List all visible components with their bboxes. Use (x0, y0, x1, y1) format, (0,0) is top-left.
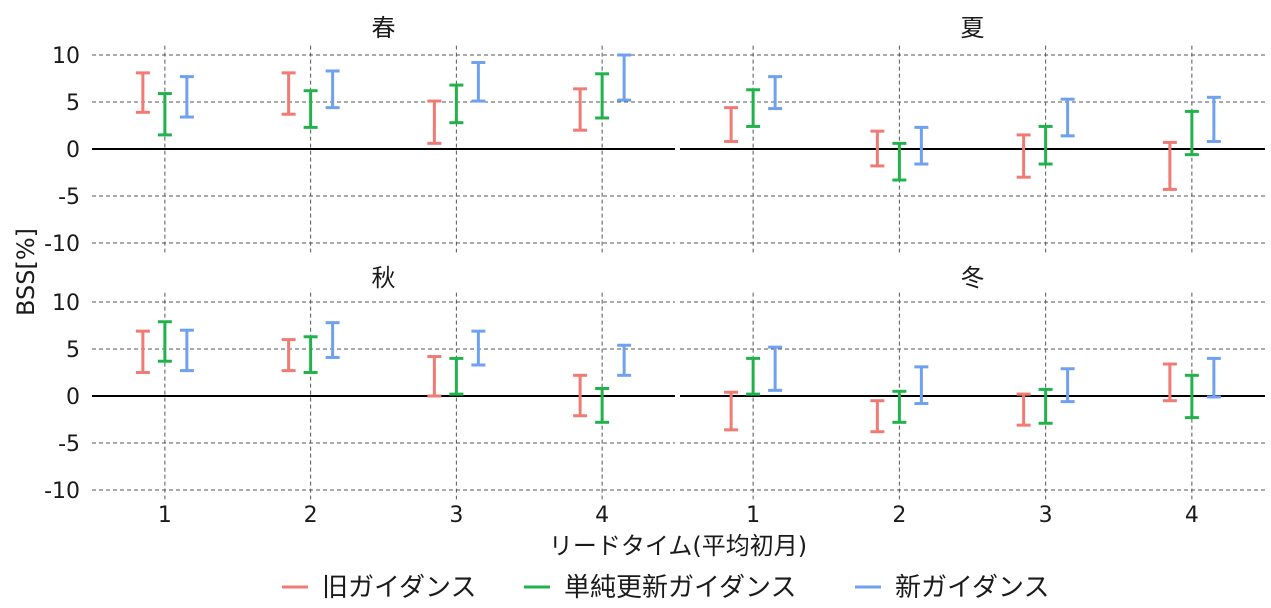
x-tick-label: 3 (449, 503, 463, 528)
panel-2: 夏 (680, 14, 1265, 253)
error-bar (303, 335, 318, 374)
panels: 春 10 5 0 -5 -10 夏秋 10 5 0 -5 -10 1 2 3 4 冬 1 2 3 4 (44, 14, 1265, 528)
error-bar (573, 87, 588, 132)
error-bar (892, 141, 907, 182)
panel-1: 春 10 5 0 -5 -10 (44, 14, 675, 257)
y-tick-label: 0 (66, 138, 80, 163)
error-bar (914, 365, 929, 406)
y-tick-label: 0 (66, 385, 80, 410)
legend: 旧ガイダンス 単純更新ガイダンス 新ガイダンス (282, 573, 1049, 603)
error-bar (724, 390, 739, 432)
y-tick-label: -10 (44, 232, 80, 257)
x-tick-label: 4 (1185, 503, 1199, 528)
error-bar (427, 99, 442, 145)
error-bar (1162, 362, 1177, 403)
x-tick-label: 4 (595, 503, 609, 528)
y-tick-label: 5 (66, 91, 80, 116)
error-bar (1206, 95, 1221, 143)
legend-label: 新ガイダンス (895, 573, 1049, 603)
panel-title: 春 (372, 14, 396, 42)
panel-3: 秋 10 5 0 -5 -10 1 2 3 4 (44, 264, 675, 528)
error-bar (1162, 140, 1177, 191)
error-bar (595, 72, 610, 120)
error-bar (914, 125, 929, 166)
error-bar (768, 345, 783, 392)
error-bar (1038, 387, 1053, 425)
error-bar (281, 71, 296, 116)
panel-title: 秋 (372, 264, 396, 292)
error-bar (617, 343, 632, 377)
error-bar (1184, 109, 1199, 157)
error-bar (892, 389, 907, 424)
error-bar (135, 71, 150, 114)
error-bar (179, 328, 194, 373)
error-bar (1206, 356, 1221, 399)
legend-item: 新ガイダンス (855, 573, 1049, 603)
y-tick-label: 10 (52, 291, 80, 316)
y-axis-title: BSS[%] (12, 228, 40, 316)
y-tick-label: -5 (58, 185, 80, 210)
error-bar (617, 53, 632, 102)
error-bar (1016, 133, 1031, 179)
x-tick-label: 1 (746, 503, 760, 528)
error-bar (746, 356, 761, 396)
error-bar (870, 399, 885, 434)
y-tick-label: 10 (52, 44, 80, 69)
legend-item: 単純更新ガイダンス (524, 573, 796, 603)
legend-label: 単純更新ガイダンス (564, 573, 796, 603)
error-bar (870, 129, 885, 168)
y-tick-label: -5 (58, 432, 80, 457)
error-bar (1016, 392, 1031, 427)
error-bar (724, 106, 739, 143)
error-bar (325, 321, 340, 359)
error-bar (157, 320, 172, 363)
error-bar (1184, 373, 1199, 420)
error-bar (595, 386, 610, 424)
error-bar (157, 92, 172, 137)
panel-title: 夏 (961, 14, 985, 42)
x-tick-label: 2 (892, 503, 906, 528)
error-bar (427, 355, 442, 398)
legend-label: 旧ガイダンス (322, 573, 476, 603)
legend-item: 旧ガイダンス (282, 573, 476, 603)
error-bar (325, 69, 340, 110)
error-bar (746, 88, 761, 128)
error-bar (768, 75, 783, 111)
y-tick-label: 5 (66, 338, 80, 363)
error-bar (179, 75, 194, 119)
error-bar (281, 338, 296, 373)
x-tick-label: 3 (1039, 503, 1053, 528)
error-bar (471, 329, 486, 367)
x-axis-title: リードタイム(平均初月) (549, 532, 807, 560)
error-bar (471, 61, 486, 103)
error-bar (135, 329, 150, 374)
error-bar (573, 373, 588, 418)
panel-4: 冬 1 2 3 4 (680, 264, 1265, 528)
x-tick-label: 2 (304, 503, 318, 528)
error-bar (449, 83, 464, 125)
x-tick-label: 1 (158, 503, 172, 528)
panel-title: 冬 (961, 264, 985, 292)
error-bar (1060, 367, 1075, 404)
y-tick-label: -10 (44, 479, 80, 504)
error-bar (449, 356, 464, 396)
error-bar (1038, 124, 1053, 166)
error-bar (303, 89, 318, 129)
error-bar (1060, 97, 1075, 138)
